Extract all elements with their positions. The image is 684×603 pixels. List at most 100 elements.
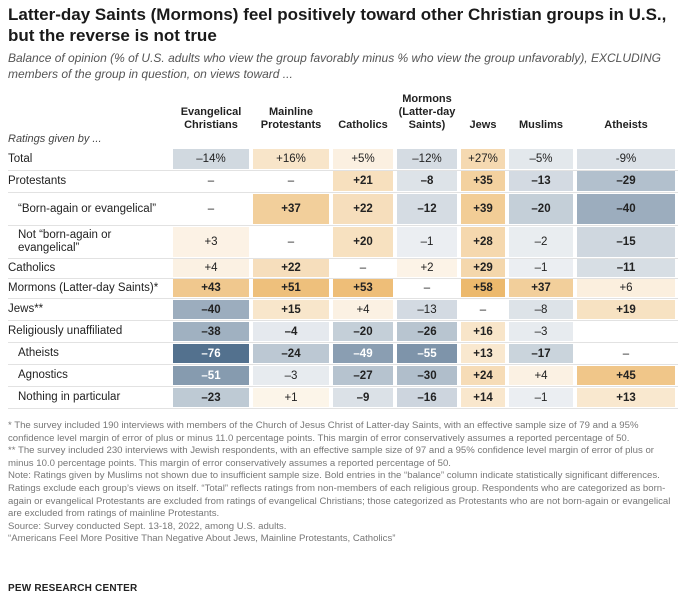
table-cell: +22 <box>333 194 393 224</box>
row-divider <box>8 278 678 279</box>
table-cell: –12 <box>397 194 457 224</box>
table-cell: –29 <box>577 171 675 191</box>
row-divider <box>8 386 678 387</box>
footnotes: * The survey included 190 interviews wit… <box>8 420 678 546</box>
row-label: Protestants <box>8 174 67 187</box>
table-cell: – <box>333 259 393 277</box>
column-header: Mainline Protestants <box>260 106 322 131</box>
table-cell: +20 <box>333 227 393 257</box>
table-cell: +3 <box>173 227 249 257</box>
table-cell: +19 <box>577 300 675 319</box>
table-cell: – <box>173 171 249 191</box>
row-label: Mormons (Latter-day Saints)* <box>8 281 159 294</box>
row-label: Nothing in particular <box>18 391 121 403</box>
chart-title: Latter-day Saints (Mormons) feel positiv… <box>8 5 667 45</box>
row-divider <box>8 170 678 171</box>
table-cell: +15 <box>253 300 329 319</box>
table-cell: – <box>253 227 329 257</box>
table-cell: +24 <box>461 366 505 385</box>
table-cell: +16 <box>461 322 505 341</box>
table-cell: +37 <box>253 194 329 224</box>
column-header: Atheists <box>604 119 648 131</box>
column-header: Evangelical Christians <box>180 106 242 131</box>
table-cell: +53 <box>333 279 393 297</box>
table-cell: – <box>577 344 675 363</box>
table-cell: –1 <box>509 259 573 277</box>
ratings-given-by-label: Ratings given by ... <box>8 133 102 145</box>
table-cell: –26 <box>397 322 457 341</box>
note-text: Note: Ratings given by Muslims not shown… <box>8 470 671 520</box>
table-cell: –40 <box>173 300 249 319</box>
table-cell: +14 <box>461 388 505 407</box>
table-cell <box>577 322 675 341</box>
footnote-mormons: * The survey included 190 interviews wit… <box>8 420 639 444</box>
table-cell: –1 <box>397 227 457 257</box>
row-divider <box>8 225 678 226</box>
row-label: Jews** <box>8 303 44 315</box>
row-label: Total <box>8 152 33 165</box>
table-cell: –49 <box>333 344 393 363</box>
table-cell: +28 <box>461 227 505 257</box>
table-cell: –11 <box>577 259 675 277</box>
table-cell: –3 <box>253 366 329 385</box>
table-cell: +37 <box>509 279 573 297</box>
table-cell: –20 <box>333 322 393 341</box>
table-cell: +51 <box>253 279 329 297</box>
table-cell: – <box>461 300 505 319</box>
row-label: “Born-again or evangelical” <box>18 202 157 215</box>
table-cell: –30 <box>397 366 457 385</box>
table-cell: –20 <box>509 194 573 224</box>
chart-subtitle: Balance of opinion (% of U.S. adults who… <box>8 51 661 81</box>
brand-logo: PEW RESEARCH CENTER <box>8 583 138 594</box>
table-cell: –38 <box>173 322 249 341</box>
row-divider <box>8 192 678 193</box>
table-cell: +43 <box>173 279 249 297</box>
table-cell: –13 <box>509 171 573 191</box>
row-label: Agnostics <box>18 369 68 381</box>
table-cell: –14% <box>173 149 249 169</box>
table-cell: –76 <box>173 344 249 363</box>
table-cell: +13 <box>577 388 675 407</box>
table-cell: –23 <box>173 388 249 407</box>
table-cell: –4 <box>253 322 329 341</box>
row-label: Religiously unaffiliated <box>8 325 123 337</box>
table-cell: +4 <box>333 300 393 319</box>
row-divider <box>8 364 678 365</box>
report-title: “Americans Feel More Positive Than Negat… <box>8 533 396 545</box>
column-header: Jews <box>469 119 497 131</box>
row-label: Atheists <box>18 347 59 359</box>
table-cell: –13 <box>397 300 457 319</box>
table-cell: +58 <box>461 279 505 297</box>
table-cell: +4 <box>173 259 249 277</box>
column-header: Mormons (Latter-day Saints) <box>398 93 456 131</box>
table-cell: +5% <box>333 149 393 169</box>
table-cell: –40 <box>577 194 675 224</box>
table-cell: –55 <box>397 344 457 363</box>
table-cell: –2 <box>509 227 573 257</box>
table-cell: +27% <box>461 149 505 169</box>
row-label: Catholics <box>8 261 56 274</box>
table-cell: +39 <box>461 194 505 224</box>
table-cell: –15 <box>577 227 675 257</box>
table-cell: +21 <box>333 171 393 191</box>
table-cell: +6 <box>577 279 675 297</box>
footnote-jews: ** The survey included 230 interviews wi… <box>8 445 654 469</box>
table-cell: – <box>253 171 329 191</box>
table-cell: +22 <box>253 259 329 277</box>
row-divider <box>8 298 678 299</box>
column-header: Muslims <box>518 119 563 131</box>
table-cell: –17 <box>509 344 573 363</box>
table-cell: +45 <box>577 366 675 385</box>
column-header: Catholics <box>338 119 388 131</box>
table-cell: +13 <box>461 344 505 363</box>
table-cell: –16 <box>397 388 457 407</box>
table-cell: –51 <box>173 366 249 385</box>
table-cell: –3 <box>509 322 573 341</box>
source-text: Source: Survey conducted Sept. 13-18, 20… <box>8 520 287 532</box>
table-cell: – <box>173 194 249 224</box>
table-cell: –8 <box>509 300 573 319</box>
table-cell: -9% <box>577 149 675 169</box>
table-cell: –5% <box>509 149 573 169</box>
table-cell: –27 <box>333 366 393 385</box>
row-divider <box>8 408 678 409</box>
